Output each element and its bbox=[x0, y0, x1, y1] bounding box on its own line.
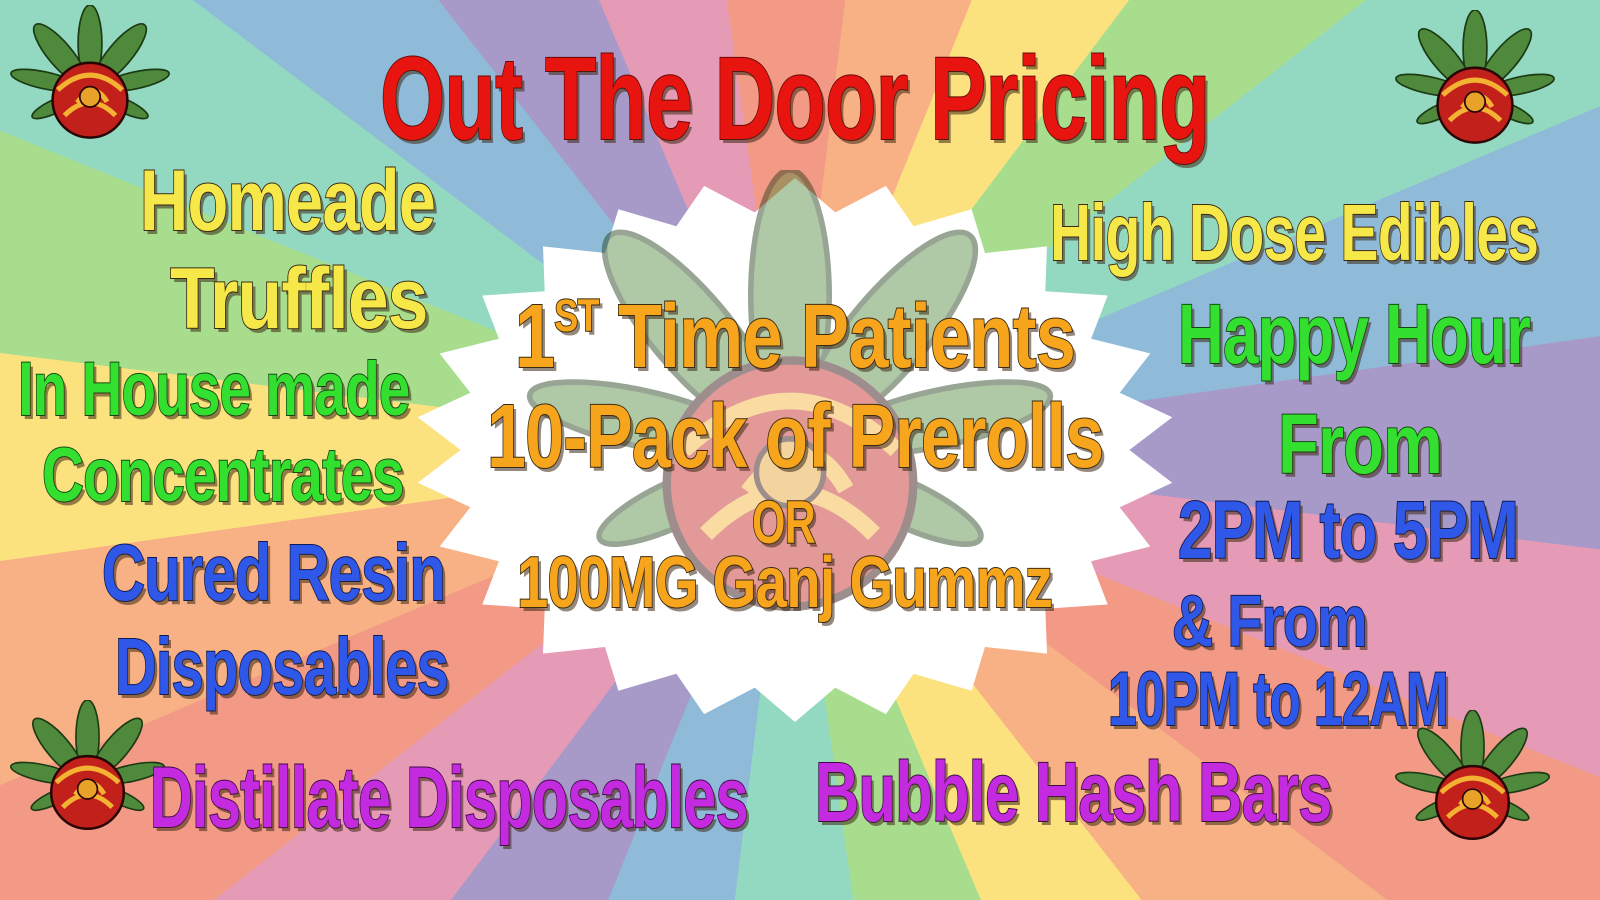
or-text: OR bbox=[751, 489, 816, 556]
first-rest: Time Patients bbox=[598, 287, 1077, 387]
happy-hour-time-2: 10PM to 12AM bbox=[1107, 657, 1449, 742]
first-num: 1 bbox=[514, 287, 556, 387]
happy-hour-time-1: 2PM to 5PM bbox=[1177, 485, 1519, 576]
rose-cannabis-leaf-icon bbox=[9, 700, 166, 829]
item-truffles: Truffles bbox=[169, 251, 429, 347]
page-title: Out The Door Pricing bbox=[379, 33, 1211, 165]
happy-hour-heading: Happy Hour bbox=[1177, 287, 1531, 381]
first-time-patients: 1ST Time Patients bbox=[514, 290, 1077, 383]
item-concentrates: Concentrates bbox=[41, 433, 405, 518]
item-disposables: Disposables bbox=[114, 622, 449, 711]
preroll-offer: 10-Pack of Prerolls bbox=[486, 387, 1105, 487]
item-in-house: In House made bbox=[17, 347, 411, 432]
happy-hour-and-from: & From bbox=[1171, 582, 1368, 662]
first-sup: ST bbox=[554, 290, 601, 341]
item-distillate-disposables: Distillate Disposables bbox=[149, 750, 749, 846]
item-high-dose-edibles: High Dose Edibles bbox=[1049, 188, 1539, 277]
gummz-offer: 100MG Ganj Gummz bbox=[516, 543, 1053, 623]
rose-cannabis-leaf-icon bbox=[1394, 10, 1556, 143]
item-bubble-hash-bars: Bubble Hash Bars bbox=[814, 745, 1333, 839]
item-homeade: Homeade bbox=[139, 153, 436, 249]
happy-hour-from: From bbox=[1277, 397, 1443, 491]
item-cured-resin: Cured Resin bbox=[101, 528, 446, 617]
rose-cannabis-leaf-icon bbox=[9, 5, 171, 138]
